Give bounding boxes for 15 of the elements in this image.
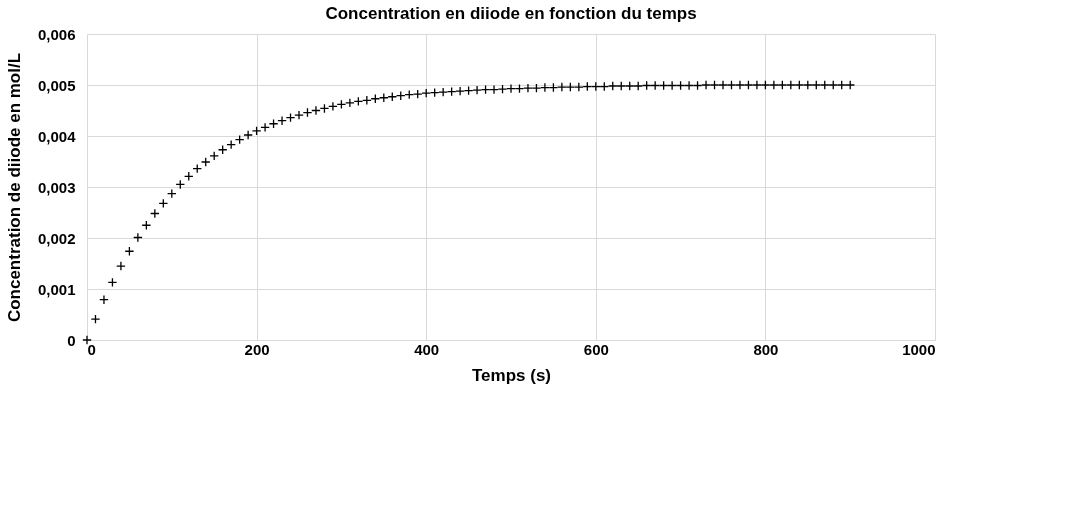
x-tick-label: 0 — [87, 340, 96, 358]
chart-title: Concentration en diiode en fonction du temps — [325, 4, 697, 23]
y-tick-label: 0,001 — [37, 280, 76, 298]
y-axis-title: Concentration de diiode en mol/L — [4, 52, 24, 323]
y-tick-label: 0,003 — [37, 178, 76, 196]
x-axis-title: Temps (s) — [471, 365, 552, 385]
x-tick-label: 800 — [753, 340, 779, 358]
x-tick-label: 1000 — [902, 340, 936, 358]
x-tick-label: 400 — [414, 340, 440, 358]
y-tick-label: 0,002 — [37, 229, 76, 247]
x-tick-label: 200 — [244, 340, 270, 358]
x-tick-label: 600 — [583, 340, 609, 358]
y-tick-label: 0,004 — [37, 127, 77, 145]
y-tick-label: 0,006 — [37, 25, 76, 43]
y-tick-label: 0,005 — [37, 76, 76, 94]
